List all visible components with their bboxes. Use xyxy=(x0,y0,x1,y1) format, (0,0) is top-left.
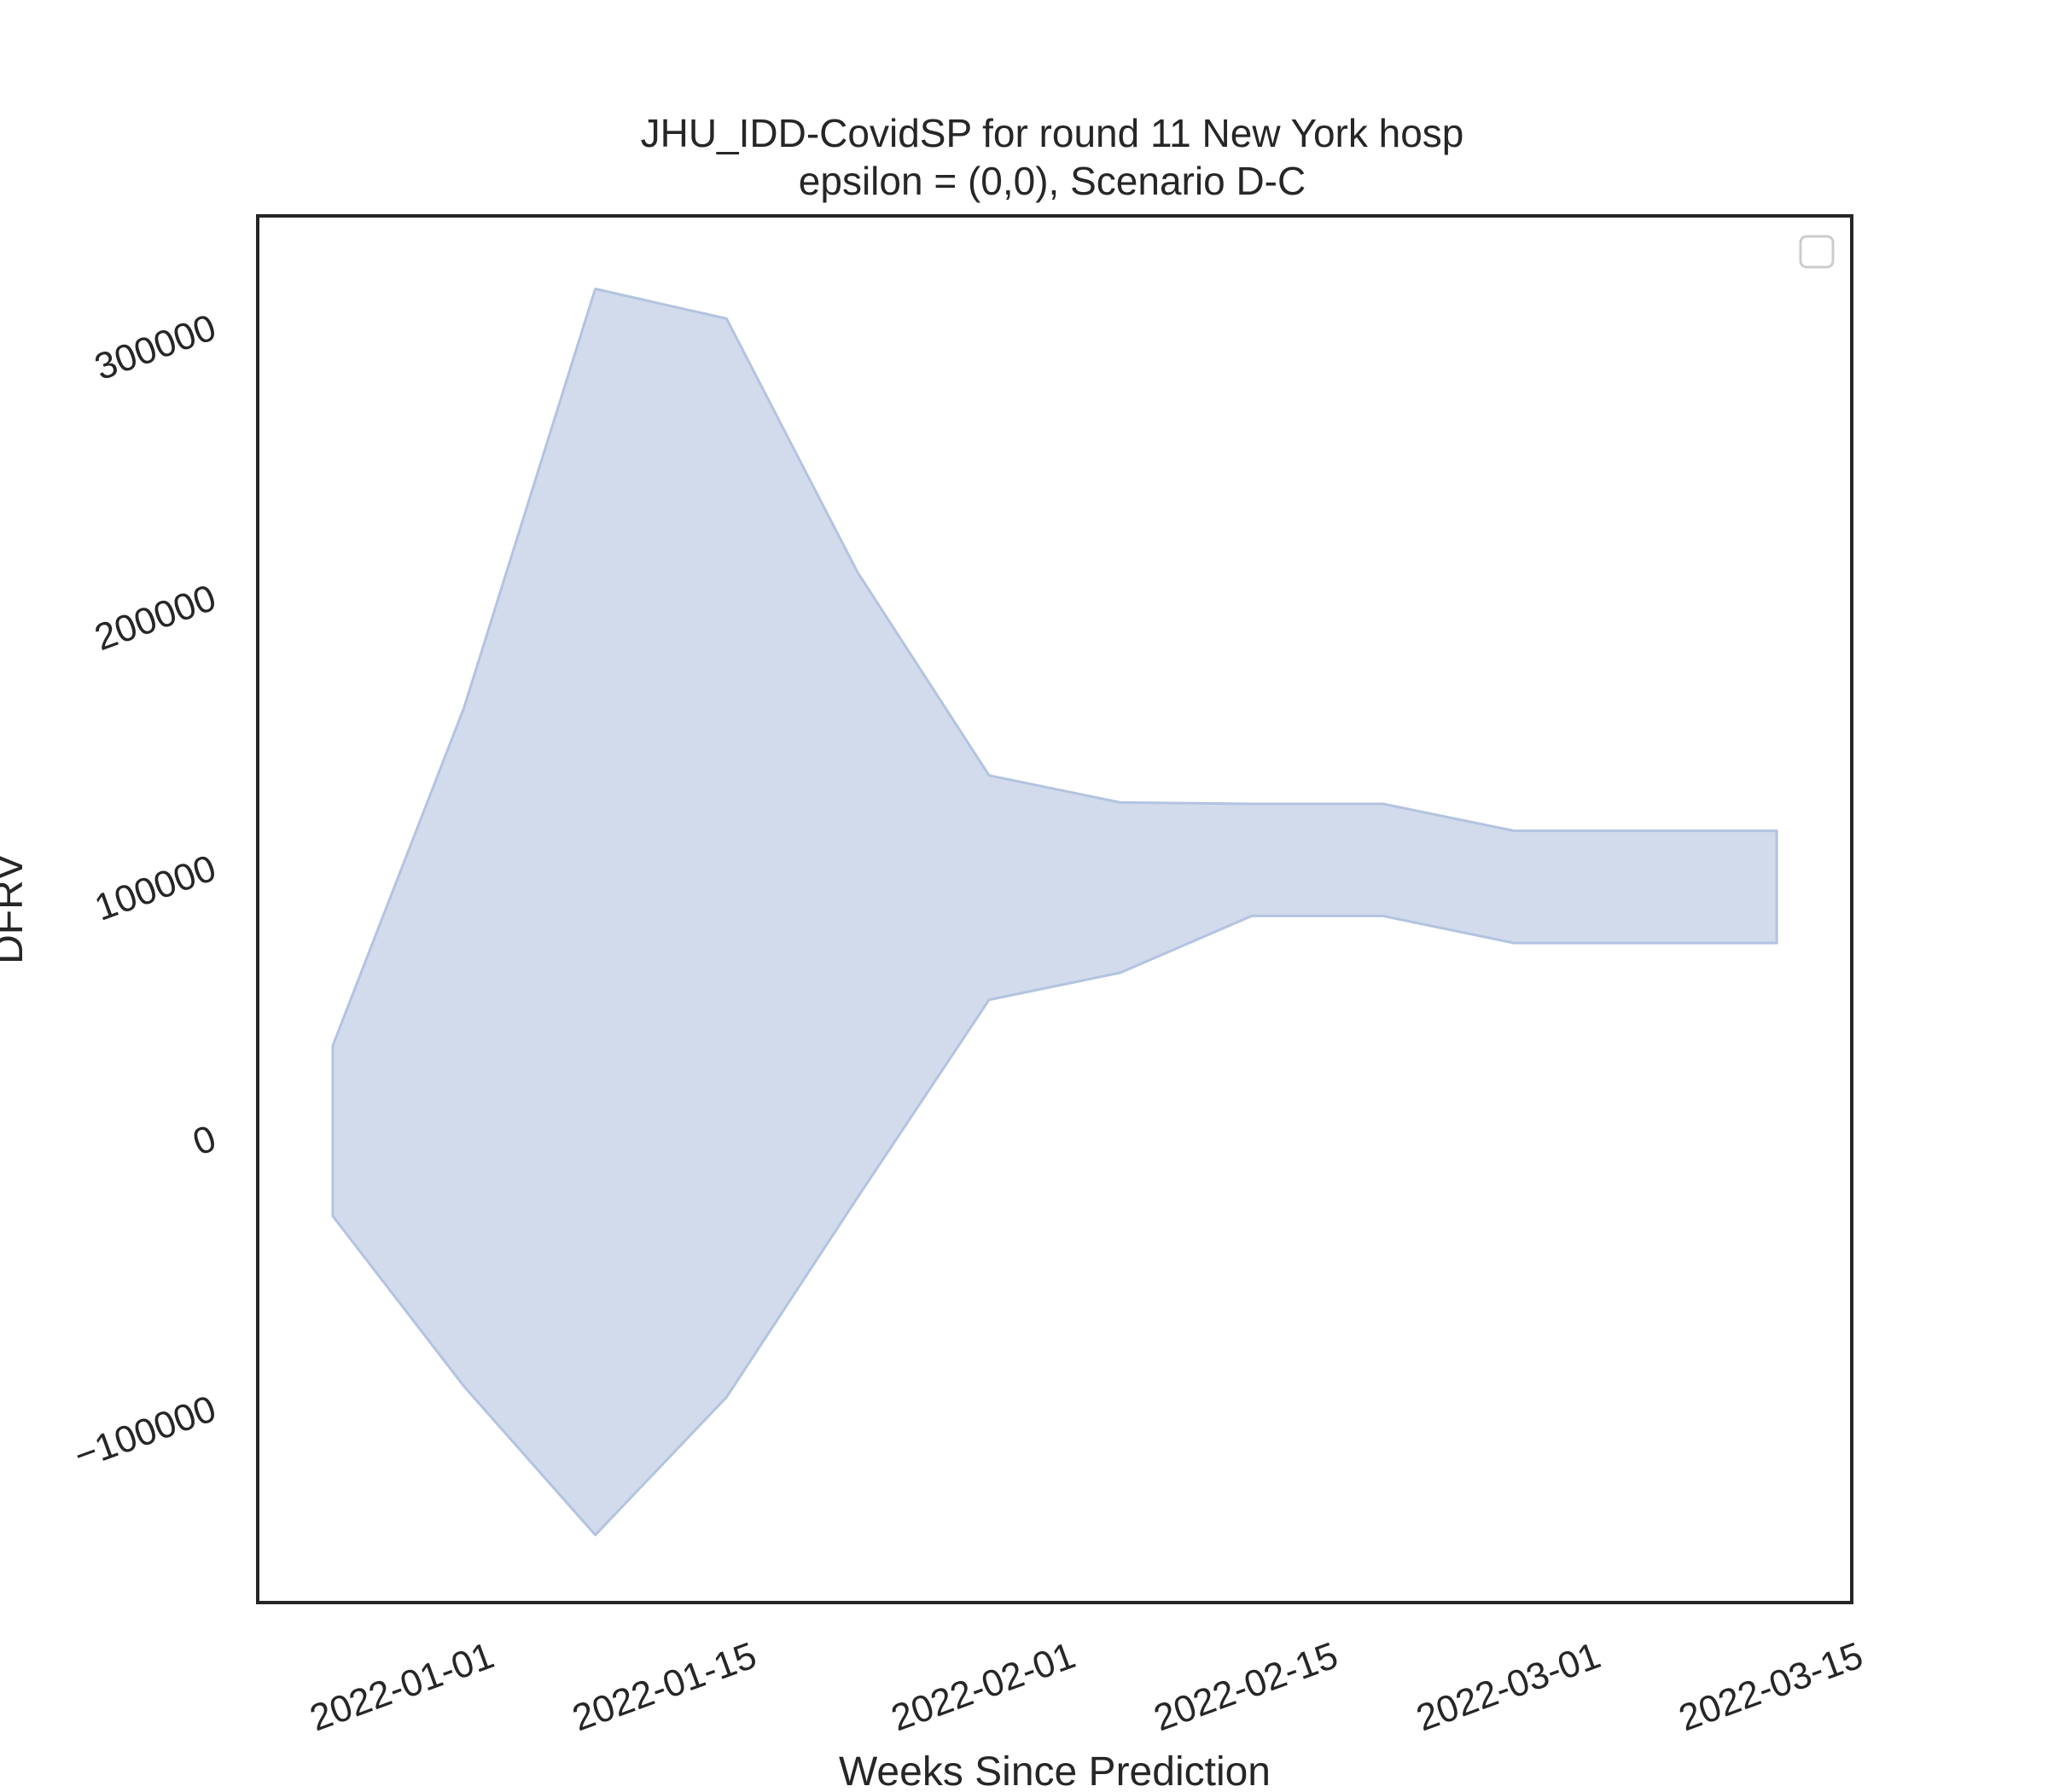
chart-subtitle: epsilon = (0,0), Scenario D-C xyxy=(799,159,1306,203)
uncertainty-band-0 xyxy=(331,288,1778,1537)
legend-box xyxy=(1799,235,1835,269)
chart-title: JHU_IDD-CovidSP for round 11 New York ho… xyxy=(641,111,1464,155)
axes-frame xyxy=(256,214,1853,1604)
plot-area xyxy=(331,288,1778,1537)
y-axis-label: DFRV xyxy=(0,853,32,964)
x-axis-label: Weeks Since Prediction xyxy=(839,1749,1271,1792)
